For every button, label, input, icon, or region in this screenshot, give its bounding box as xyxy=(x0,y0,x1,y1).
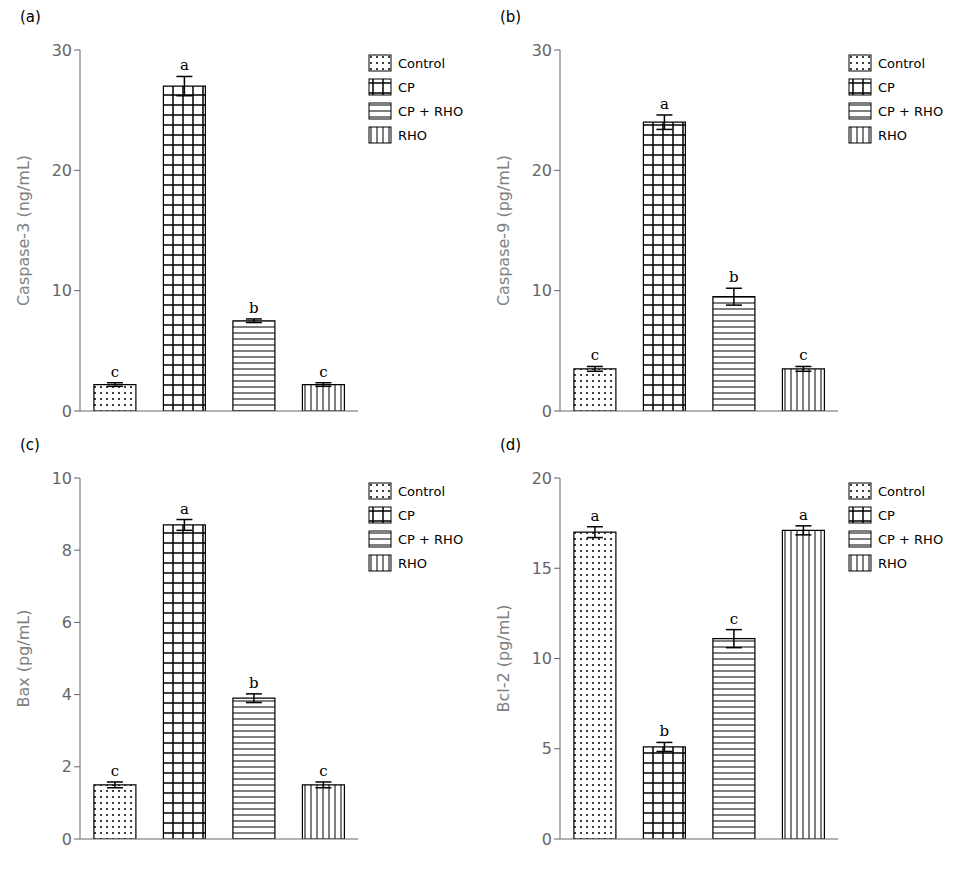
svg-text:0: 0 xyxy=(542,830,552,848)
svg-text:b: b xyxy=(660,722,670,740)
svg-text:a: a xyxy=(660,95,669,113)
html-text:Control: Control xyxy=(878,483,925,499)
svg-text:10: 10 xyxy=(52,469,72,488)
svg-text:10: 10 xyxy=(52,281,72,300)
svg-text:a: a xyxy=(799,506,808,524)
svg-text:Bax (pg/mL): Bax (pg/mL) xyxy=(14,609,33,707)
html-text:CP: CP xyxy=(398,507,415,523)
svg-text:0: 0 xyxy=(62,830,72,848)
svg-text:c: c xyxy=(591,346,599,364)
svg-text:c: c xyxy=(319,363,327,381)
svg-text:0: 0 xyxy=(542,402,552,420)
svg-text:a: a xyxy=(590,507,599,525)
html-text:(d): (d) xyxy=(500,436,522,454)
html-text:(b): (b) xyxy=(500,8,522,26)
svg-text:10: 10 xyxy=(532,281,552,300)
svg-text:30: 30 xyxy=(52,41,72,60)
svg-text:20: 20 xyxy=(532,161,552,180)
svg-text:10: 10 xyxy=(532,649,552,668)
svg-text:4: 4 xyxy=(62,685,72,704)
svg-text:c: c xyxy=(730,610,738,628)
svg-text:b: b xyxy=(249,299,259,317)
html-text:CP: CP xyxy=(878,79,895,95)
svg-text:Caspase-9 (pg/mL): Caspase-9 (pg/mL) xyxy=(494,155,513,306)
html-text:(c): (c) xyxy=(20,436,40,454)
html-text:CP: CP xyxy=(398,79,415,95)
svg-text:2: 2 xyxy=(62,757,72,776)
svg-text:0: 0 xyxy=(62,402,72,420)
svg-text:a: a xyxy=(180,500,189,518)
html-text:CP: CP xyxy=(878,507,895,523)
svg-text:c: c xyxy=(111,363,119,381)
svg-text:5: 5 xyxy=(542,739,552,758)
html-text:Control: Control xyxy=(398,483,445,499)
svg-text:b: b xyxy=(729,268,739,286)
html-text:CP + RHO: CP + RHO xyxy=(398,531,464,547)
html-text:RHO: RHO xyxy=(878,555,907,571)
html-text:RHO: RHO xyxy=(878,127,907,143)
html-text:Control: Control xyxy=(878,55,925,71)
svg-text:20: 20 xyxy=(52,161,72,180)
html-text:(a): (a) xyxy=(20,8,41,26)
svg-text:30: 30 xyxy=(532,41,552,60)
svg-text:20: 20 xyxy=(532,469,552,488)
svg-text:Caspase-3 (ng/mL): Caspase-3 (ng/mL) xyxy=(14,155,33,306)
html-text:CP + RHO: CP + RHO xyxy=(878,103,944,119)
svg-text:Bcl-2 (pg/mL): Bcl-2 (pg/mL) xyxy=(494,605,513,713)
html-text:RHO: RHO xyxy=(398,127,427,143)
svg-text:c: c xyxy=(799,346,807,364)
svg-text:8: 8 xyxy=(62,541,72,560)
html-text:RHO: RHO xyxy=(398,555,427,571)
svg-text:6: 6 xyxy=(62,613,72,632)
html-text:Control: Control xyxy=(398,55,445,71)
svg-text:b: b xyxy=(249,674,259,692)
html-text:CP + RHO: CP + RHO xyxy=(398,103,464,119)
svg-text:15: 15 xyxy=(532,559,552,578)
html-text:CP + RHO: CP + RHO xyxy=(878,531,944,547)
svg-text:c: c xyxy=(111,762,119,780)
svg-text:c: c xyxy=(319,762,327,780)
svg-text:a: a xyxy=(180,56,189,74)
